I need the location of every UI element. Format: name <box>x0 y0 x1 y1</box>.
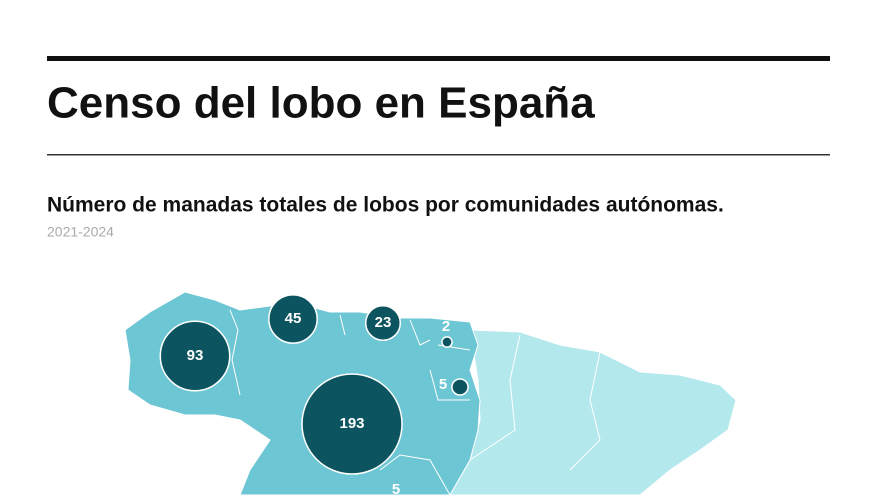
title-rule <box>47 154 830 156</box>
bubble <box>364 304 402 342</box>
bubble-label: 5 <box>392 481 400 495</box>
subtitle: Número de manadas totales de lobos por c… <box>47 194 724 217</box>
bubble <box>441 336 453 348</box>
bubble <box>451 378 469 396</box>
bubble-label: 93 <box>187 347 204 364</box>
bubble-label: 2 <box>442 318 450 335</box>
bubble-label: 45 <box>285 310 302 327</box>
top-rule <box>47 56 830 61</box>
bubble <box>159 320 231 392</box>
map <box>124 291 737 495</box>
bubble <box>268 294 318 344</box>
period: 2021-2024 <box>47 224 114 240</box>
title: Censo del lobo en España <box>47 79 595 128</box>
bubble-label: 23 <box>375 314 392 331</box>
region-borders <box>229 309 601 495</box>
bubble-label: 5 <box>439 376 447 393</box>
bubble-label: 193 <box>339 415 364 432</box>
bubble <box>301 373 403 475</box>
